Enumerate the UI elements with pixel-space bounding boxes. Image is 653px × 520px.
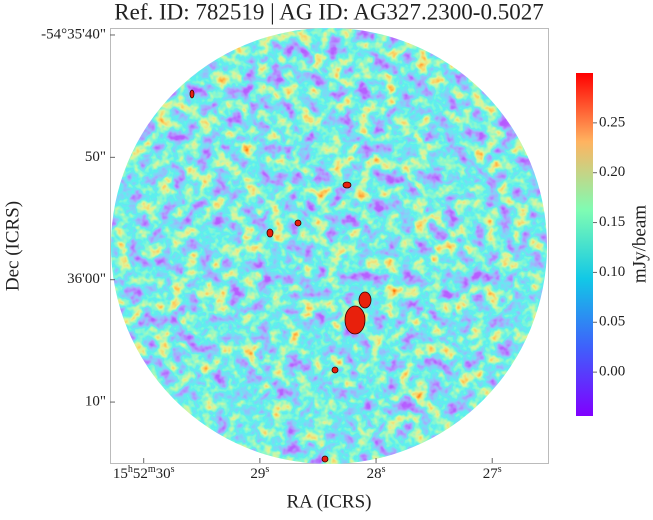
x-tick-label: 27s: [483, 464, 502, 483]
x-tick-label: 29s: [250, 464, 269, 483]
colorbar-tick-label: 0.00: [599, 364, 625, 380]
colorbar-tick-label: 0.05: [599, 314, 625, 330]
x-tick-label: 28s: [367, 464, 386, 483]
y-tick-label: 10": [85, 394, 106, 410]
colorbar: [576, 73, 593, 416]
colorbar-label: mJy/beam: [629, 205, 650, 283]
sky-image: [111, 28, 547, 464]
chart-title: Ref. ID: 782519 | AG ID: AG327.2300-0.50…: [114, 0, 543, 24]
y-tick-label: -54°35'40": [41, 26, 106, 42]
x-axis-label: RA (ICRS): [287, 491, 372, 512]
colorbar-tick-label: 0.20: [599, 164, 625, 180]
y-tick-label: 50": [85, 149, 106, 165]
colorbar-tick-label: 0.25: [599, 114, 625, 130]
y-axis-label: Dec (ICRS): [2, 201, 23, 291]
colorbar-tick-label: 0.10: [599, 264, 625, 280]
x-tick-label: 15h52m30s: [113, 464, 175, 483]
y-tick-label: 36'00": [67, 271, 106, 287]
colorbar-tick-label: 0.15: [599, 214, 625, 230]
